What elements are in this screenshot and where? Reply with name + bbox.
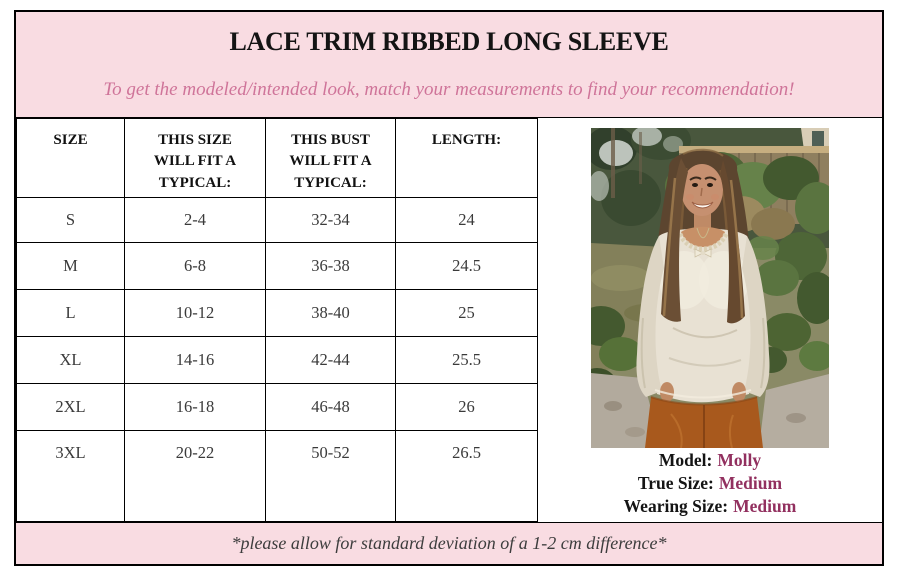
cell-fit: 2-4 — [124, 197, 266, 243]
footer-band: *please allow for standard deviation of … — [16, 522, 882, 564]
model-value: Molly — [717, 450, 762, 470]
cell-bust: 42-44 — [265, 336, 396, 384]
cell-fit: 10-12 — [124, 289, 266, 337]
table-row: S 2-4 32-34 24 — [16, 197, 538, 243]
cell-length: 25 — [395, 289, 538, 337]
table-row: L 10-12 38-40 25 — [16, 289, 538, 337]
true-size-line: True Size: Medium — [624, 472, 797, 495]
cell-size: XL — [16, 336, 125, 384]
cell-size: M — [16, 242, 125, 290]
cell-fit: 20-22 — [124, 430, 266, 522]
cell-size: 3XL — [16, 430, 125, 522]
col-header-bust: THIS BUST WILL FIT A TYPICAL: — [265, 118, 396, 198]
cell-bust: 32-34 — [265, 197, 396, 243]
table-row: 3XL 20-22 50-52 26.5 — [16, 430, 538, 522]
cell-length: 24.5 — [395, 242, 538, 290]
cell-size: S — [16, 197, 125, 243]
true-size-label: True Size: — [637, 473, 714, 493]
size-chart-sheet: LACE TRIM RIBBED LONG SLEEVE To get the … — [14, 10, 884, 566]
model-photo-illustration — [591, 128, 829, 448]
table-row: XL 14-16 42-44 25.5 — [16, 336, 538, 384]
cell-length: 26.5 — [395, 430, 538, 522]
col-header-length: LENGTH: — [395, 118, 538, 198]
wearing-size-line: Wearing Size: Medium — [624, 495, 797, 518]
cell-fit: 16-18 — [124, 383, 266, 431]
cell-length: 26 — [395, 383, 538, 431]
size-table: SIZE THIS SIZE WILL FIT A TYPICAL: THIS … — [16, 118, 538, 522]
model-panel: Model: Molly True Size: Medium Wearing Siz… — [538, 118, 882, 522]
model-photo — [591, 128, 829, 448]
cell-length: 24 — [395, 197, 538, 243]
table-row: 2XL 16-18 46-48 26 — [16, 383, 538, 431]
table-row: M 6-8 36-38 24.5 — [16, 242, 538, 290]
footer-note: *please allow for standard deviation of … — [231, 533, 667, 553]
cell-size: L — [16, 289, 125, 337]
cell-fit: 6-8 — [124, 242, 266, 290]
header-band: LACE TRIM RIBBED LONG SLEEVE To get the … — [16, 12, 882, 118]
content-area: SIZE THIS SIZE WILL FIT A TYPICAL: THIS … — [16, 118, 882, 522]
model-info: Model: Molly True Size: Medium Wearing Siz… — [624, 449, 797, 518]
wearing-size-label: Wearing Size: — [623, 496, 729, 516]
true-size-value: Medium — [718, 473, 783, 493]
table-header-row: SIZE THIS SIZE WILL FIT A TYPICAL: THIS … — [16, 118, 538, 198]
cell-fit: 14-16 — [124, 336, 266, 384]
cell-bust: 50-52 — [265, 430, 396, 522]
cell-bust: 36-38 — [265, 242, 396, 290]
cell-bust: 46-48 — [265, 383, 396, 431]
subtitle: To get the modeled/intended look, match … — [103, 79, 795, 100]
model-name-line: Model: Molly — [624, 449, 797, 472]
model-label: Model: — [658, 450, 713, 470]
col-header-fit: THIS SIZE WILL FIT A TYPICAL: — [124, 118, 266, 198]
wearing-size-value: Medium — [733, 496, 797, 516]
cell-bust: 38-40 — [265, 289, 396, 337]
cell-length: 25.5 — [395, 336, 538, 384]
cell-size: 2XL — [16, 383, 125, 431]
page-title: LACE TRIM RIBBED LONG SLEEVE — [229, 27, 669, 56]
col-header-size: SIZE — [16, 118, 125, 198]
